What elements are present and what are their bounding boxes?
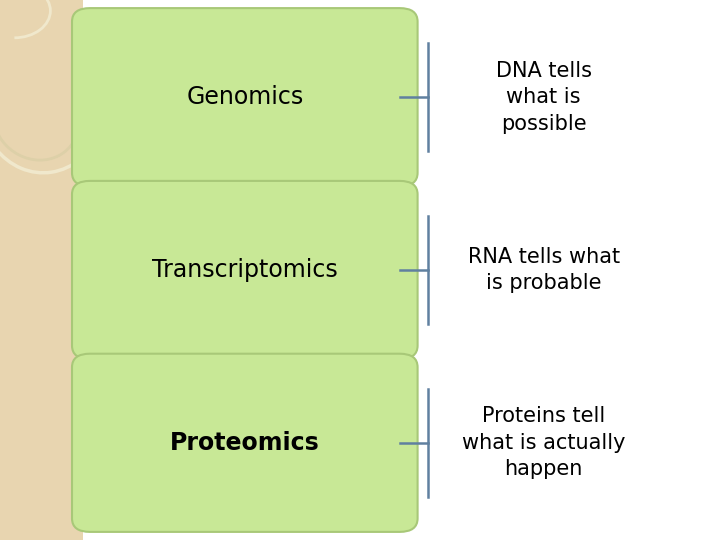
FancyBboxPatch shape bbox=[72, 354, 418, 532]
FancyBboxPatch shape bbox=[0, 0, 83, 540]
Text: DNA tells
what is
possible: DNA tells what is possible bbox=[495, 61, 592, 133]
FancyBboxPatch shape bbox=[72, 8, 418, 186]
Text: Transcriptomics: Transcriptomics bbox=[152, 258, 338, 282]
Text: Genomics: Genomics bbox=[186, 85, 303, 109]
FancyBboxPatch shape bbox=[72, 181, 418, 359]
Text: Proteins tell
what is actually
happen: Proteins tell what is actually happen bbox=[462, 407, 626, 479]
Text: Proteomics: Proteomics bbox=[170, 431, 320, 455]
Text: RNA tells what
is probable: RNA tells what is probable bbox=[467, 247, 620, 293]
